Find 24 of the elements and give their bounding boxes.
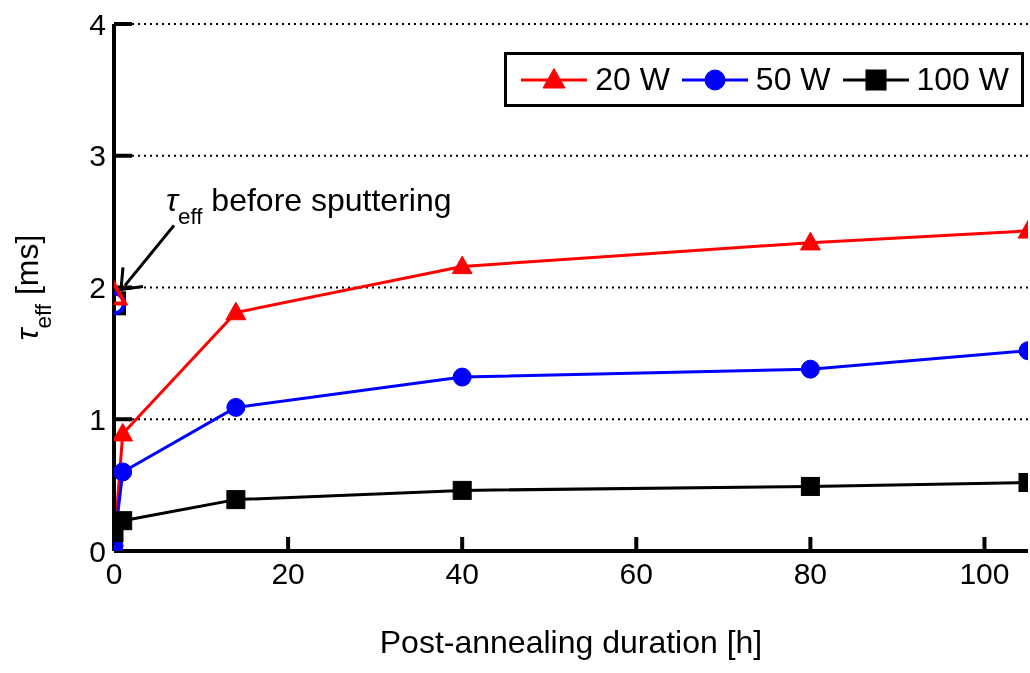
x-tick-label: 60 — [619, 557, 653, 591]
y-tick-label: 3 — [89, 139, 106, 173]
x-axis-title: Post-annealing duration [h] — [379, 624, 763, 660]
point — [225, 301, 247, 321]
legend-label: 20 W — [595, 61, 670, 98]
point — [452, 367, 472, 387]
point — [114, 462, 133, 482]
point — [226, 397, 246, 417]
point — [114, 511, 133, 531]
x-tick-label: 80 — [793, 557, 828, 591]
x-tick-label: 20 — [271, 557, 305, 591]
y-tick-label: 2 — [89, 271, 106, 305]
y-tick-label: 4 — [89, 7, 106, 41]
y-tick-label: 0 — [89, 534, 106, 568]
point — [451, 255, 473, 275]
annotation: τ$_{eff}$ before sputtering — [166, 182, 452, 229]
x-tick-label: 40 — [445, 557, 479, 591]
point — [114, 422, 134, 442]
legend-label: 50 W — [755, 61, 831, 98]
point — [452, 480, 472, 500]
y-tick-label: 1 — [89, 402, 106, 436]
legend-label: 100 W — [916, 61, 1009, 98]
x-tick-label: 100 — [959, 557, 1010, 591]
point — [226, 490, 246, 510]
